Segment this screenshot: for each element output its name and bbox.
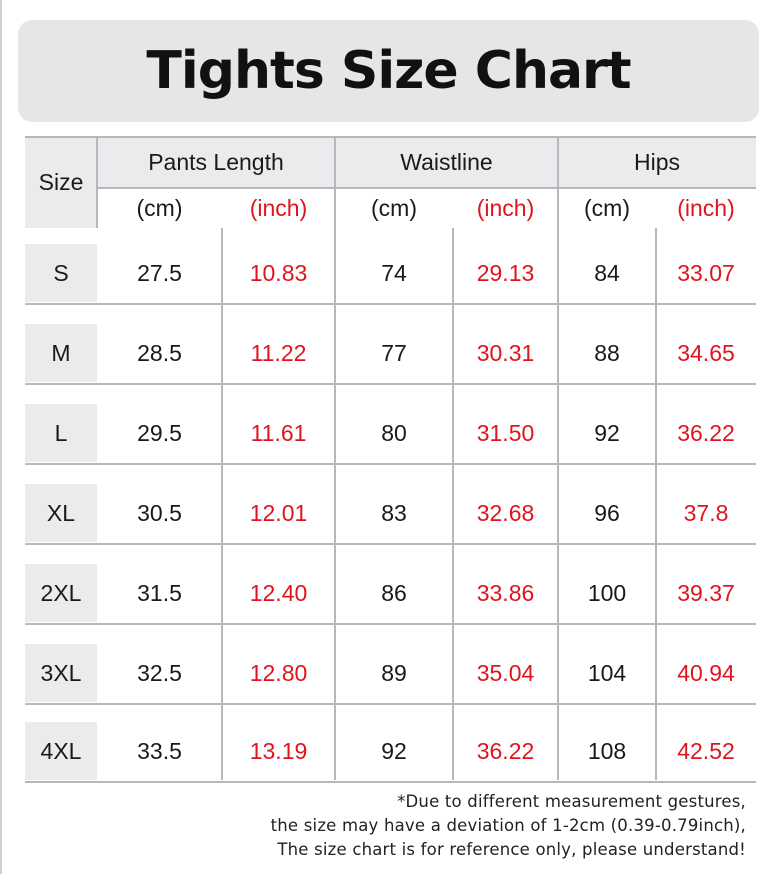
value-cell: 29.5	[137, 419, 182, 446]
value-cell: 13.19	[249, 737, 308, 764]
value-cell: 33.5	[137, 737, 182, 764]
value-cell: 42.52	[677, 737, 735, 764]
value-cell: 77	[381, 339, 407, 366]
value-cell: 40.94	[677, 659, 735, 686]
row-separator	[25, 703, 756, 705]
column-divider-6	[655, 228, 657, 780]
value-cell: 80	[381, 419, 407, 446]
size-cell: M	[25, 324, 97, 382]
row-separator	[25, 623, 756, 625]
header-unit-1: (inch)	[249, 194, 308, 221]
header-unit-4: (cm)	[584, 194, 630, 221]
value-cell: 100	[587, 579, 627, 606]
header-top-line	[25, 136, 756, 138]
value-cell: 89	[381, 659, 407, 686]
header-group-line	[97, 187, 756, 189]
footnote-line-3: The size chart is for reference only, pl…	[277, 840, 746, 859]
value-cell: 92	[594, 419, 620, 446]
size-cell: L	[25, 404, 97, 462]
chart-title: Tights Size Chart	[146, 41, 631, 101]
row-separator	[25, 781, 756, 783]
header-group-0: Pants Length	[97, 136, 335, 188]
header-divider-2	[557, 136, 559, 228]
footnote-line-2: the size may have a deviation of 1-2cm (…	[270, 816, 746, 835]
value-cell: 35.04	[476, 659, 535, 686]
value-cell: 28.5	[137, 339, 182, 366]
value-cell: 31.5	[137, 579, 182, 606]
value-cell: 104	[587, 659, 627, 686]
column-divider-3	[334, 228, 336, 780]
value-cell: 11.22	[250, 339, 307, 366]
value-cell: 36.22	[476, 737, 535, 764]
column-divider-4	[452, 228, 454, 780]
title-banner: Tights Size Chart	[18, 20, 759, 122]
row-separator	[25, 543, 756, 545]
header-size-cell: Size	[25, 136, 97, 228]
value-cell: 10.83	[249, 259, 308, 286]
value-cell: 96	[594, 499, 620, 526]
left-border	[0, 0, 2, 874]
header-divider-size	[96, 136, 98, 228]
value-cell: 27.5	[137, 259, 182, 286]
value-cell: 33.86	[476, 579, 535, 606]
footnote-line-1: *Due to different measurement gestures,	[397, 792, 746, 811]
value-cell: 30.31	[476, 339, 535, 366]
value-cell: 12.80	[249, 659, 308, 686]
row-separator	[25, 463, 756, 465]
value-cell: 30.5	[137, 499, 182, 526]
value-cell: 86	[381, 579, 407, 606]
size-cell: XL	[25, 484, 97, 542]
value-cell: 88	[594, 339, 620, 366]
size-cell: 2XL	[25, 564, 97, 622]
value-cell: 29.13	[476, 259, 535, 286]
size-cell: S	[25, 244, 97, 302]
header-unit-2: (cm)	[371, 194, 417, 221]
footnote: *Due to different measurement gestures, …	[271, 790, 746, 862]
value-cell: 84	[594, 259, 620, 286]
column-divider-5	[557, 228, 559, 780]
header-unit-5: (inch)	[677, 194, 735, 221]
header-group-2: Hips	[558, 136, 756, 188]
value-cell: 92	[381, 737, 407, 764]
size-cell: 4XL	[25, 722, 97, 780]
value-cell: 32.68	[476, 499, 535, 526]
value-cell: 108	[587, 737, 627, 764]
value-cell: 37.8	[683, 499, 729, 526]
value-cell: 34.65	[677, 339, 735, 366]
header-unit-3: (inch)	[476, 194, 535, 221]
header-unit-0: (cm)	[136, 194, 183, 221]
value-cell: 11.61	[250, 419, 307, 446]
value-cell: 31.50	[476, 419, 535, 446]
value-cell: 12.40	[249, 579, 308, 606]
value-cell: 74	[381, 259, 407, 286]
header-divider-1	[334, 136, 336, 228]
row-separator	[25, 383, 756, 385]
column-divider-2	[221, 228, 223, 780]
value-cell: 39.37	[677, 579, 735, 606]
header-group-1: Waistline	[335, 136, 558, 188]
value-cell: 83	[381, 499, 407, 526]
value-cell: 12.01	[249, 499, 308, 526]
row-separator	[25, 303, 756, 305]
size-cell: 3XL	[25, 644, 97, 702]
value-cell: 36.22	[677, 419, 735, 446]
value-cell: 32.5	[137, 659, 182, 686]
value-cell: 33.07	[677, 259, 735, 286]
